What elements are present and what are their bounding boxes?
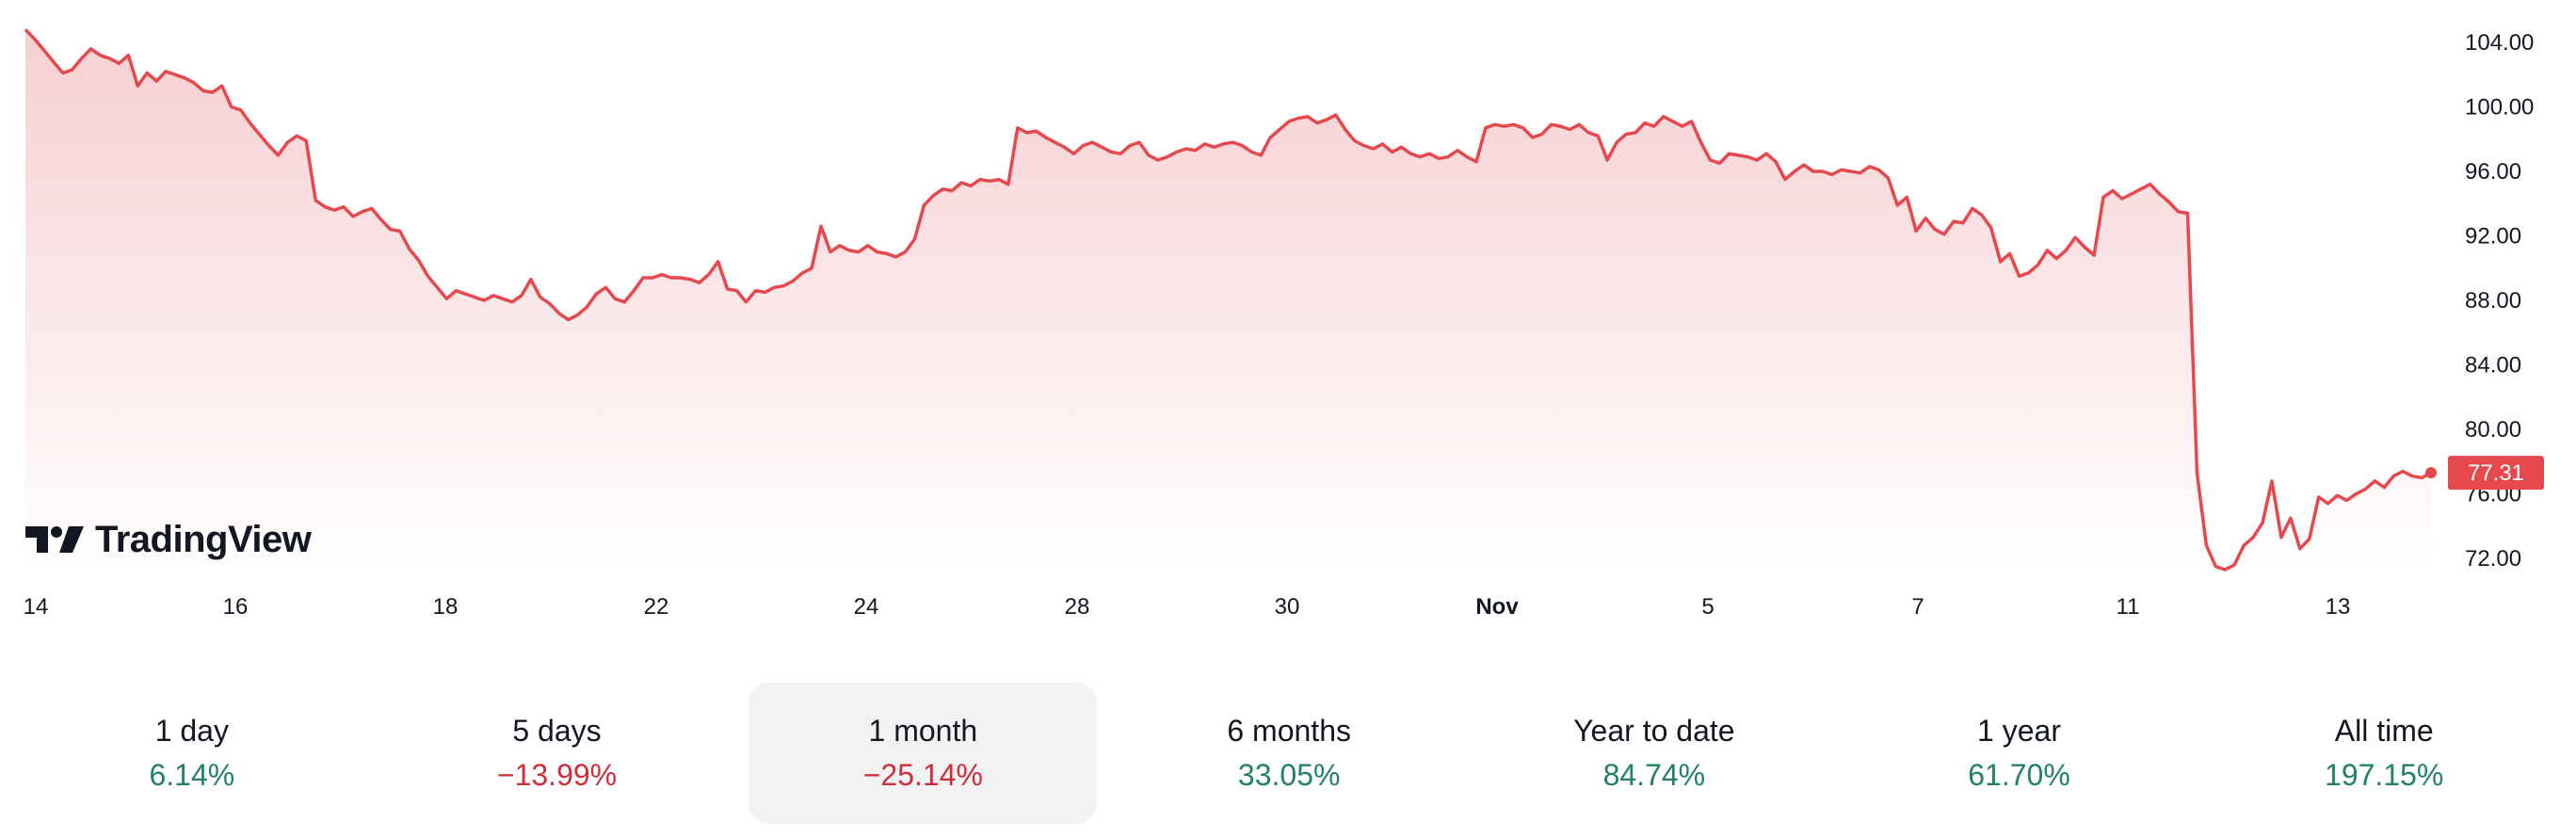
period-change: 197.15% (2325, 758, 2444, 792)
y-tick-label: 80.00 (2465, 417, 2521, 443)
period-label: 1 day (154, 714, 229, 748)
x-tick-label: 13 (2326, 594, 2351, 620)
period-all-time[interactable]: All time 197.15% (2201, 683, 2567, 824)
x-tick-label: 24 (854, 594, 879, 620)
brand-name: TradingView (95, 518, 312, 560)
y-tick-label: 88.00 (2465, 288, 2521, 314)
x-tick-label: 5 (1701, 594, 1714, 620)
price-chart[interactable]: 104.00100.0096.0092.0088.0084.0080.0076.… (0, 0, 2576, 640)
period-6-months[interactable]: 6 months 33.05% (1106, 683, 1472, 824)
x-tick-label: 16 (223, 594, 249, 620)
x-tick-label: Nov (1475, 594, 1519, 620)
last-price-dot (2425, 467, 2437, 479)
x-tick-label: 11 (2117, 594, 2140, 620)
x-tick-label: 7 (1911, 594, 1924, 620)
x-tick-label: 22 (644, 594, 669, 620)
period-change: 6.14% (149, 758, 235, 792)
period-label: 1 month (868, 714, 978, 748)
last-price-tag (2448, 456, 2544, 491)
period-label: 5 days (512, 714, 602, 748)
period-change: 61.70% (1968, 758, 2070, 792)
y-tick-label: 92.00 (2465, 224, 2521, 250)
period-label: 6 months (1227, 714, 1351, 748)
period-selector: 1 day 6.14% 5 days −13.99% 1 month −25.1… (9, 683, 2567, 824)
period-change: 33.05% (1237, 758, 1341, 792)
price-line (24, 28, 2432, 572)
x-tick-label: 14 (24, 594, 49, 620)
y-tick-label: 84.00 (2465, 353, 2521, 379)
y-tick-label: 72.00 (2465, 546, 2521, 572)
period-5-days[interactable]: 5 days −13.99% (375, 683, 740, 824)
x-tick-label: 30 (1275, 594, 1300, 620)
tradingview-logo-icon (25, 526, 84, 553)
period-1-month[interactable]: 1 month −25.14% (749, 683, 1098, 824)
period-label: All time (2334, 714, 2434, 748)
period-change: 84.74% (1602, 758, 1706, 792)
period-label: Year to date (1573, 714, 1735, 748)
brand-logo[interactable]: TradingView (25, 516, 312, 563)
period-year-to-date[interactable]: Year to date 84.74% (1472, 683, 1837, 824)
y-tick-label: 96.00 (2465, 159, 2521, 185)
period-label: 1 year (1977, 714, 2061, 748)
price-area-fill (25, 29, 2431, 577)
y-tick-label: 104.00 (2465, 30, 2534, 56)
period-1-day[interactable]: 1 day 6.14% (9, 683, 375, 824)
last-price-label: 77.31 (2468, 460, 2524, 486)
period-change: −13.99% (496, 758, 618, 792)
y-tick-label: 100.00 (2465, 95, 2534, 121)
period-change: −25.14% (862, 758, 983, 792)
period-1-year[interactable]: 1 year 61.70% (1837, 683, 2202, 824)
x-tick-label: 18 (433, 594, 459, 620)
x-tick-label: 28 (1065, 594, 1090, 620)
